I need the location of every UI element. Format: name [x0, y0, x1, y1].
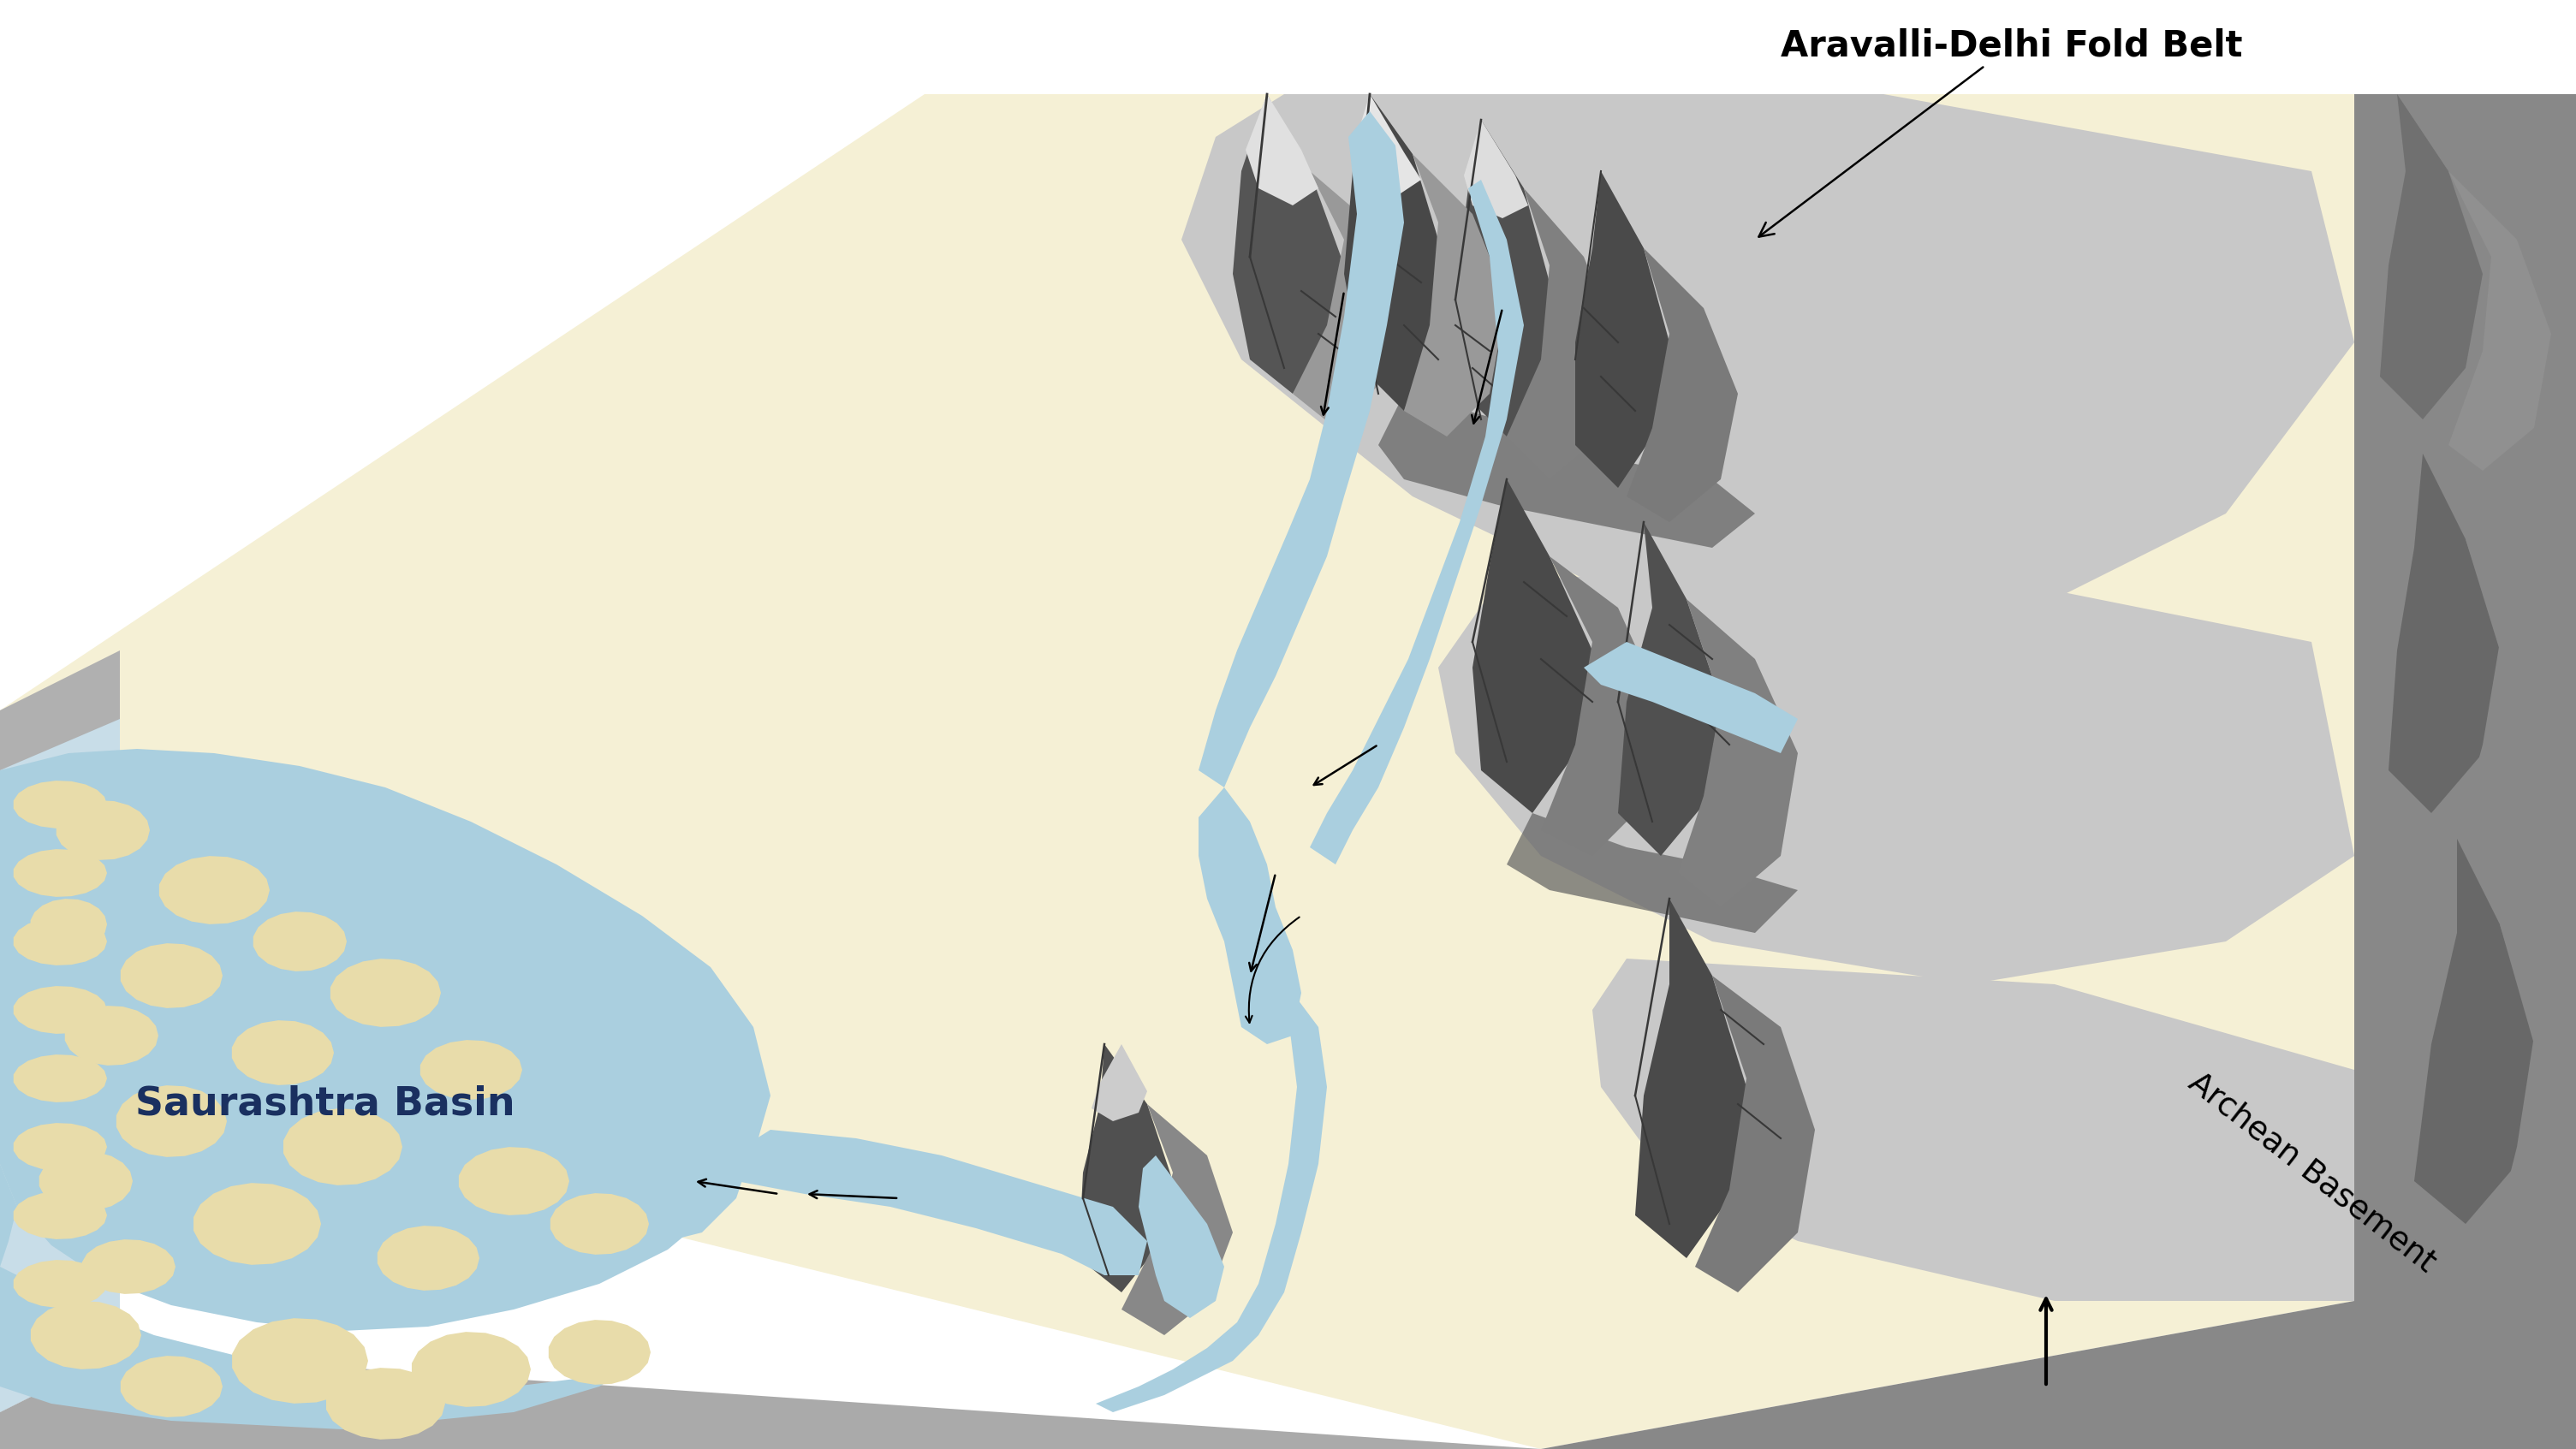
Polygon shape [1618, 522, 1721, 856]
Polygon shape [1139, 1155, 1224, 1319]
Polygon shape [1507, 813, 1798, 933]
Polygon shape [13, 1261, 108, 1307]
Polygon shape [412, 1332, 531, 1407]
Polygon shape [2414, 839, 2535, 1224]
Polygon shape [2447, 171, 2550, 471]
Polygon shape [1584, 642, 1798, 753]
Polygon shape [1198, 112, 1404, 787]
Polygon shape [232, 1319, 368, 1404]
Polygon shape [13, 917, 108, 965]
Polygon shape [1625, 248, 1739, 522]
Polygon shape [39, 1152, 134, 1211]
Polygon shape [327, 1368, 446, 1439]
Polygon shape [116, 1085, 227, 1156]
Polygon shape [376, 1226, 479, 1291]
Polygon shape [1404, 154, 1507, 436]
Polygon shape [160, 856, 270, 924]
Polygon shape [1507, 188, 1618, 480]
Polygon shape [549, 1320, 652, 1385]
Polygon shape [2458, 539, 2568, 865]
Polygon shape [616, 1069, 752, 1240]
Polygon shape [0, 749, 770, 1330]
Polygon shape [1293, 171, 1404, 427]
Text: Aravalli-Delhi Fold Belt: Aravalli-Delhi Fold Belt [1759, 28, 2244, 236]
Polygon shape [13, 1055, 108, 1103]
Polygon shape [1540, 94, 2576, 1449]
Polygon shape [0, 651, 121, 1413]
Polygon shape [193, 1182, 322, 1265]
Polygon shape [1092, 1045, 1146, 1122]
Polygon shape [1378, 394, 1754, 548]
Polygon shape [13, 849, 108, 897]
Polygon shape [1455, 120, 1551, 436]
Polygon shape [13, 987, 108, 1033]
Polygon shape [0, 719, 121, 1413]
Polygon shape [57, 800, 149, 861]
Text: Saurashtra Basin: Saurashtra Basin [137, 1085, 515, 1123]
Polygon shape [2388, 454, 2499, 813]
Polygon shape [1121, 1104, 1234, 1335]
Polygon shape [82, 1239, 175, 1294]
Polygon shape [0, 771, 18, 1266]
Polygon shape [2380, 94, 2483, 419]
Polygon shape [283, 1108, 402, 1185]
Polygon shape [31, 1301, 142, 1369]
Polygon shape [0, 1266, 641, 1429]
Polygon shape [13, 1123, 108, 1171]
Polygon shape [737, 1130, 1146, 1275]
Polygon shape [1182, 94, 2354, 642]
Polygon shape [1309, 180, 1525, 865]
Polygon shape [1540, 556, 1662, 856]
Polygon shape [64, 1006, 157, 1065]
Polygon shape [31, 898, 108, 951]
Polygon shape [1247, 94, 1319, 206]
Polygon shape [121, 1356, 222, 1417]
Polygon shape [1234, 94, 1345, 394]
Polygon shape [13, 781, 108, 829]
Polygon shape [1198, 787, 1301, 1045]
Polygon shape [1473, 480, 1592, 813]
Text: Archean Basement: Archean Basement [2182, 1066, 2442, 1278]
Polygon shape [1592, 959, 2354, 1301]
Polygon shape [330, 959, 440, 1027]
Polygon shape [1345, 94, 1437, 412]
Polygon shape [1352, 94, 1422, 197]
Polygon shape [551, 1193, 649, 1255]
Polygon shape [121, 943, 222, 1009]
Polygon shape [1079, 1045, 1172, 1293]
Polygon shape [232, 1020, 335, 1085]
Polygon shape [459, 1148, 569, 1216]
Polygon shape [252, 911, 348, 971]
Polygon shape [0, 1352, 1540, 1449]
Polygon shape [1437, 556, 2354, 984]
Polygon shape [1677, 598, 1798, 907]
Polygon shape [1095, 988, 1327, 1413]
Polygon shape [1636, 898, 1747, 1258]
Polygon shape [1463, 120, 1528, 219]
Polygon shape [2491, 924, 2576, 1293]
Polygon shape [13, 1191, 108, 1239]
Polygon shape [0, 94, 2354, 1449]
Polygon shape [1695, 975, 1816, 1293]
Polygon shape [1574, 171, 1669, 488]
Polygon shape [420, 1040, 523, 1100]
